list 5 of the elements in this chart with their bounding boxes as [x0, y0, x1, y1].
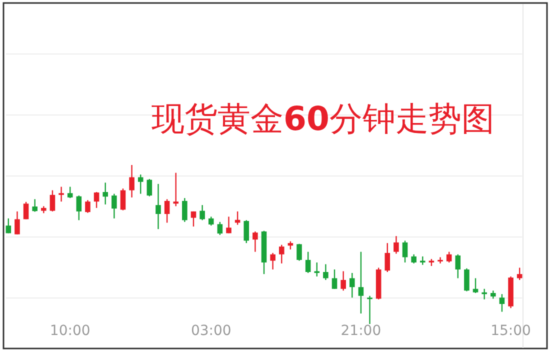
- title: 现货黄金60分钟走势图: [152, 99, 494, 138]
- x-tick-label: 10:00: [50, 323, 90, 339]
- x-tick-label: 15:00: [490, 323, 531, 339]
- x-tick-label: 21:00: [340, 323, 382, 339]
- x-tick-label: 03:00: [190, 323, 232, 339]
